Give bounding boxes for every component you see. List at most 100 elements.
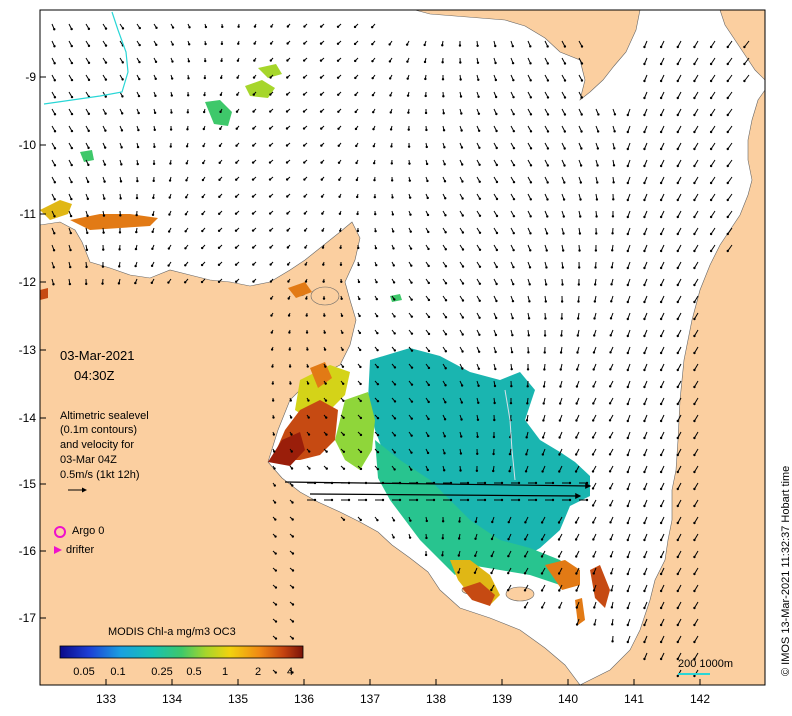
velocity-arrow-head [374,212,377,216]
velocity-arrow-head [709,181,713,185]
axis-tick-marks [40,76,701,685]
velocity-arrow-head [659,419,663,423]
velocity-arrow-head [474,537,477,540]
velocity-arrow-head [562,198,566,201]
velocity-arrow-head [186,111,190,114]
velocity-arrow-head [643,96,646,100]
velocity-arrow-head [268,178,272,181]
velocity-arrow-head [526,385,529,388]
velocity-arrow-head [171,43,174,46]
velocity-arrow-head [339,246,342,249]
velocity-arrow-head [575,589,578,592]
velocity-arrow-head [154,77,157,81]
velocity-arrow-head [490,554,493,558]
velocity-arrow-head [563,147,566,150]
velocity-arrow-head [444,299,448,302]
velocity-arrow-head [626,555,629,559]
velocity-arrow-head [393,349,397,352]
velocity-arrow-head [659,436,663,440]
velocity-arrow-head [500,498,504,502]
velocity-arrow-head [336,25,340,28]
velocity-arrow-head [274,518,277,521]
velocity-arrow-head [427,281,431,285]
velocity-arrow-head [626,283,629,287]
velocity-arrow-head [167,230,171,233]
velocity-arrow-head [611,623,614,626]
velocity-arrow-head [659,130,663,134]
velocity-arrow-head [68,282,72,286]
velocity-arrow-head [579,215,582,218]
velocity-arrow-head [87,78,91,82]
velocity-arrow [727,108,733,116]
velocity-arrow-head [371,110,375,114]
velocity-arrow-head [577,266,581,269]
velocity-arrow-head [529,249,532,252]
velocity-arrow-head [560,317,563,320]
velocity-arrow-head [461,197,464,200]
velocity-arrow-head [70,44,73,48]
velocity-arrow-head [204,25,208,29]
velocity-arrow-head [339,229,342,232]
velocity-arrow-head [102,214,106,217]
velocity-arrow-head [306,382,310,385]
velocity-arrow-head [543,351,546,354]
velocity-arrow-head [546,181,549,184]
velocity-arrow-head [459,469,462,472]
velocity-arrow-head [563,181,566,184]
velocity-arrow-head [507,571,510,575]
velocity-arrow-head [442,112,445,115]
velocity-arrow-head [120,163,123,166]
velocity-arrow-head [483,498,487,502]
velocity-arrow-head [574,538,578,541]
velocity-arrow-head [330,498,334,502]
velocity-arrow-head [393,468,396,471]
velocity-arrow-head [676,436,679,440]
velocity-arrow-head [545,249,548,252]
velocity-arrow-head [355,161,358,165]
velocity-arrow-head [70,180,73,184]
velocity-arrow [727,193,733,201]
velocity-arrow-head [410,417,413,420]
velocity-arrow-head [461,333,464,336]
velocity-arrow-head [136,179,139,183]
velocity-arrow-head [626,181,629,185]
velocity-arrow-head [426,179,429,183]
velocity-arrow-head [286,246,290,249]
velocity-arrow-head [457,537,461,540]
velocity-arrow-head [591,453,595,456]
x-tick-label: 141 [623,692,645,706]
velocity-arrow-head [460,435,463,438]
velocity-arrow-head [709,130,713,134]
velocity-arrow-head [408,179,412,182]
velocity-arrow-head [53,62,56,65]
velocity-arrow-head [492,435,496,439]
velocity-arrow-head [676,266,679,270]
velocity-arrow-head [200,263,204,267]
velocity-arrow-head [323,348,327,351]
velocity-arrow-head [320,144,323,147]
velocity-arrow-head [558,589,561,592]
velocity-arrow-head [167,264,170,267]
velocity-arrow-head [392,281,396,284]
velocity-arrow-head [458,44,462,47]
velocity-arrow-head [529,215,532,218]
velocity-arrow-head [359,399,362,403]
velocity-arrow-head [592,521,595,524]
velocity-arrow-head [86,214,89,218]
velocity-arrow-head [184,230,187,233]
velocity-arrow-head [659,487,663,491]
velocity-arrow-head [427,417,430,421]
velocity-arrow-head [104,61,108,64]
velocity-arrow-head [425,145,428,149]
velocity-arrow-head [235,144,238,147]
colorbar-tick: 0.1 [110,666,126,678]
velocity-arrow-head [596,164,599,167]
velocity-arrow-head [577,300,580,303]
velocity-arrow-head [269,297,273,300]
velocity-arrow-head [308,450,311,453]
velocity-arrow-head [358,331,362,335]
velocity-arrow-head [426,451,430,455]
velocity-arrow-head [104,112,107,115]
velocity-arrow-head [185,162,188,165]
velocity-arrow-head [410,332,414,335]
